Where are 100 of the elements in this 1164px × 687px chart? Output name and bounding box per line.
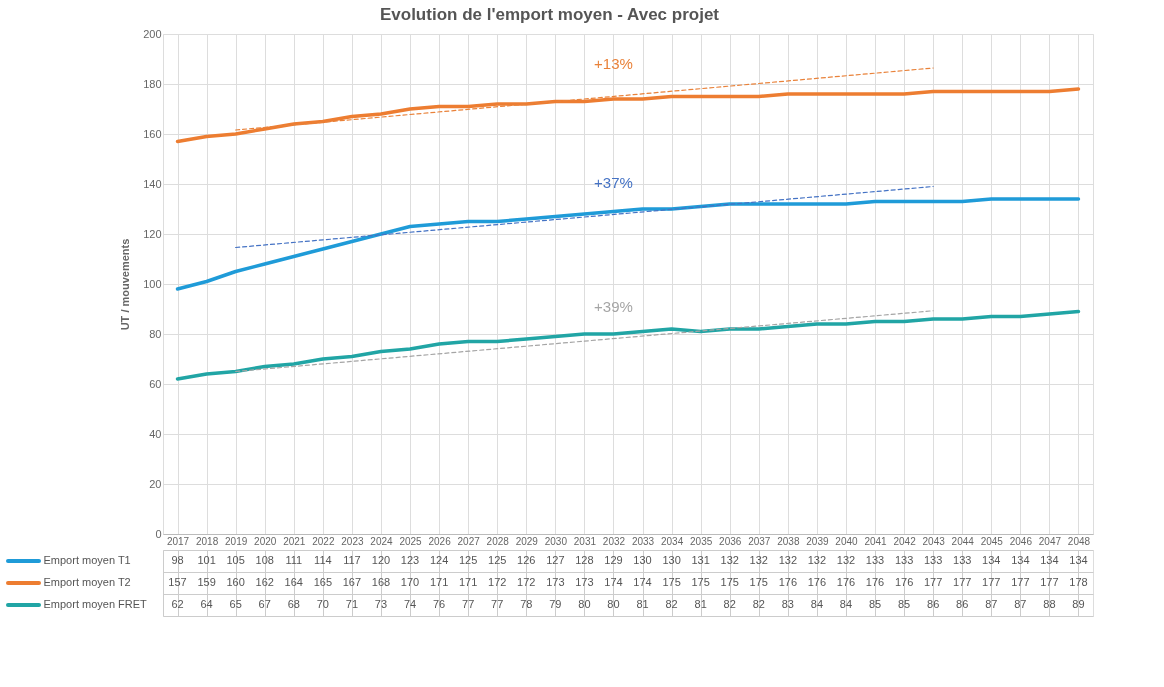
data-label: 175: [749, 576, 768, 588]
data-label: 85: [868, 598, 882, 610]
data-label: 68: [287, 598, 300, 610]
y-tick-label: 80: [149, 327, 162, 340]
data-label: 131: [691, 554, 710, 566]
x-tick-label: 2023: [341, 535, 364, 547]
x-tick-label: 2039: [806, 535, 829, 547]
y-tick-label: 40: [149, 427, 162, 440]
data-label: 175: [720, 576, 739, 588]
data-label: 71: [345, 598, 359, 610]
data-label: 82: [665, 598, 678, 610]
x-tick-label: 2021: [283, 535, 306, 547]
data-label: 162: [255, 576, 274, 588]
data-label: 127: [546, 554, 565, 566]
y-tick-label: 160: [143, 127, 162, 140]
x-tick-label: 2041: [864, 535, 888, 547]
data-label: 177: [1040, 576, 1059, 588]
data-label: 81: [636, 598, 649, 610]
data-label: 67: [258, 598, 271, 610]
data-label: 134: [982, 554, 1001, 566]
legend-label: Emport moyen T2: [43, 576, 131, 588]
data-label: 176: [894, 576, 914, 588]
x-tick-label: 2020: [254, 535, 277, 547]
data-label: 133: [865, 554, 885, 566]
data-label: 79: [549, 598, 562, 610]
data-label: 76: [432, 598, 446, 610]
data-label: 87: [985, 598, 998, 610]
annotation: +39%: [594, 297, 633, 315]
data-label: 171: [429, 576, 449, 588]
data-label: 111: [285, 554, 303, 566]
data-label: 86: [956, 598, 969, 610]
data-label: 134: [1069, 554, 1088, 566]
y-tick-label: 180: [143, 77, 162, 90]
chart-title: Evolution de l'emport moyen - Avec projet: [379, 4, 720, 24]
data-label: 175: [662, 576, 681, 588]
data-label: 117: [343, 554, 361, 566]
x-tick-label: 2047: [1038, 535, 1062, 547]
data-label: 86: [927, 598, 940, 610]
y-tick-label: 100: [143, 277, 162, 290]
x-tick-label: 2027: [457, 535, 481, 547]
data-label: 120: [371, 554, 391, 566]
data-label: 64: [200, 598, 213, 610]
x-tick-label: 2025: [399, 535, 423, 547]
data-label: 130: [662, 554, 681, 566]
data-label: 128: [575, 554, 594, 566]
data-label: 174: [604, 576, 623, 588]
data-label: 157: [168, 576, 187, 588]
annotation: +13%: [594, 55, 633, 72]
data-label: 101: [197, 554, 216, 566]
data-label: 132: [720, 554, 739, 566]
data-label: 132: [749, 554, 768, 566]
data-label: 177: [1011, 576, 1030, 588]
data-label: 74: [403, 598, 417, 610]
data-label: 125: [488, 554, 507, 566]
legend-label: Emport moyen T1: [43, 554, 131, 566]
data-label: 98: [171, 554, 184, 566]
data-label: 134: [1011, 554, 1030, 566]
data-label: 129: [604, 554, 623, 566]
data-label: 176: [778, 576, 798, 588]
data-label: 175: [691, 576, 710, 588]
data-label: 123: [400, 554, 420, 566]
data-label: 176: [836, 576, 856, 588]
data-label: 174: [633, 576, 652, 588]
data-label: 82: [723, 598, 736, 610]
data-label: 132: [836, 554, 856, 566]
data-label: 77: [491, 598, 504, 610]
x-tick-label: 2045: [980, 535, 1004, 547]
x-tick-label: 2044: [951, 535, 975, 547]
data-label: 83: [781, 598, 794, 610]
data-label: 177: [953, 576, 972, 588]
data-label: 108: [255, 554, 274, 566]
x-tick-label: 2019: [225, 535, 248, 547]
annotation: +37%: [594, 173, 633, 191]
data-label: 167: [342, 576, 362, 588]
data-label: 80: [607, 598, 620, 610]
data-label: 171: [458, 576, 478, 588]
data-label: 168: [371, 576, 391, 588]
data-label: 89: [1072, 598, 1085, 610]
data-label: 173: [546, 576, 565, 588]
x-tick-label: 2037: [748, 535, 771, 547]
data-label: 82: [752, 598, 765, 610]
x-tick-label: 2046: [1009, 535, 1033, 547]
x-tick-label: 2040: [835, 535, 859, 547]
legend-label: Emport moyen FRET: [43, 598, 148, 610]
y-axis-title: UT / mouvements: [119, 238, 132, 331]
data-label: 73: [374, 598, 388, 610]
data-label: 164: [284, 576, 303, 588]
data-label: 165: [313, 576, 333, 588]
y-tick-label: 60: [149, 377, 162, 390]
data-label: 62: [171, 598, 184, 610]
line-series: [175, 197, 1081, 291]
data-label: 172: [488, 576, 507, 588]
data-label: 105: [226, 554, 245, 566]
x-tick-label: 2018: [195, 535, 219, 547]
y-tick-label: 120: [143, 227, 162, 240]
x-tick-label: 2048: [1067, 535, 1091, 547]
x-tick-label: 2038: [777, 535, 800, 547]
x-tick-label: 2033: [631, 535, 655, 547]
data-label: 84: [839, 598, 853, 610]
data-label: 133: [894, 554, 914, 566]
